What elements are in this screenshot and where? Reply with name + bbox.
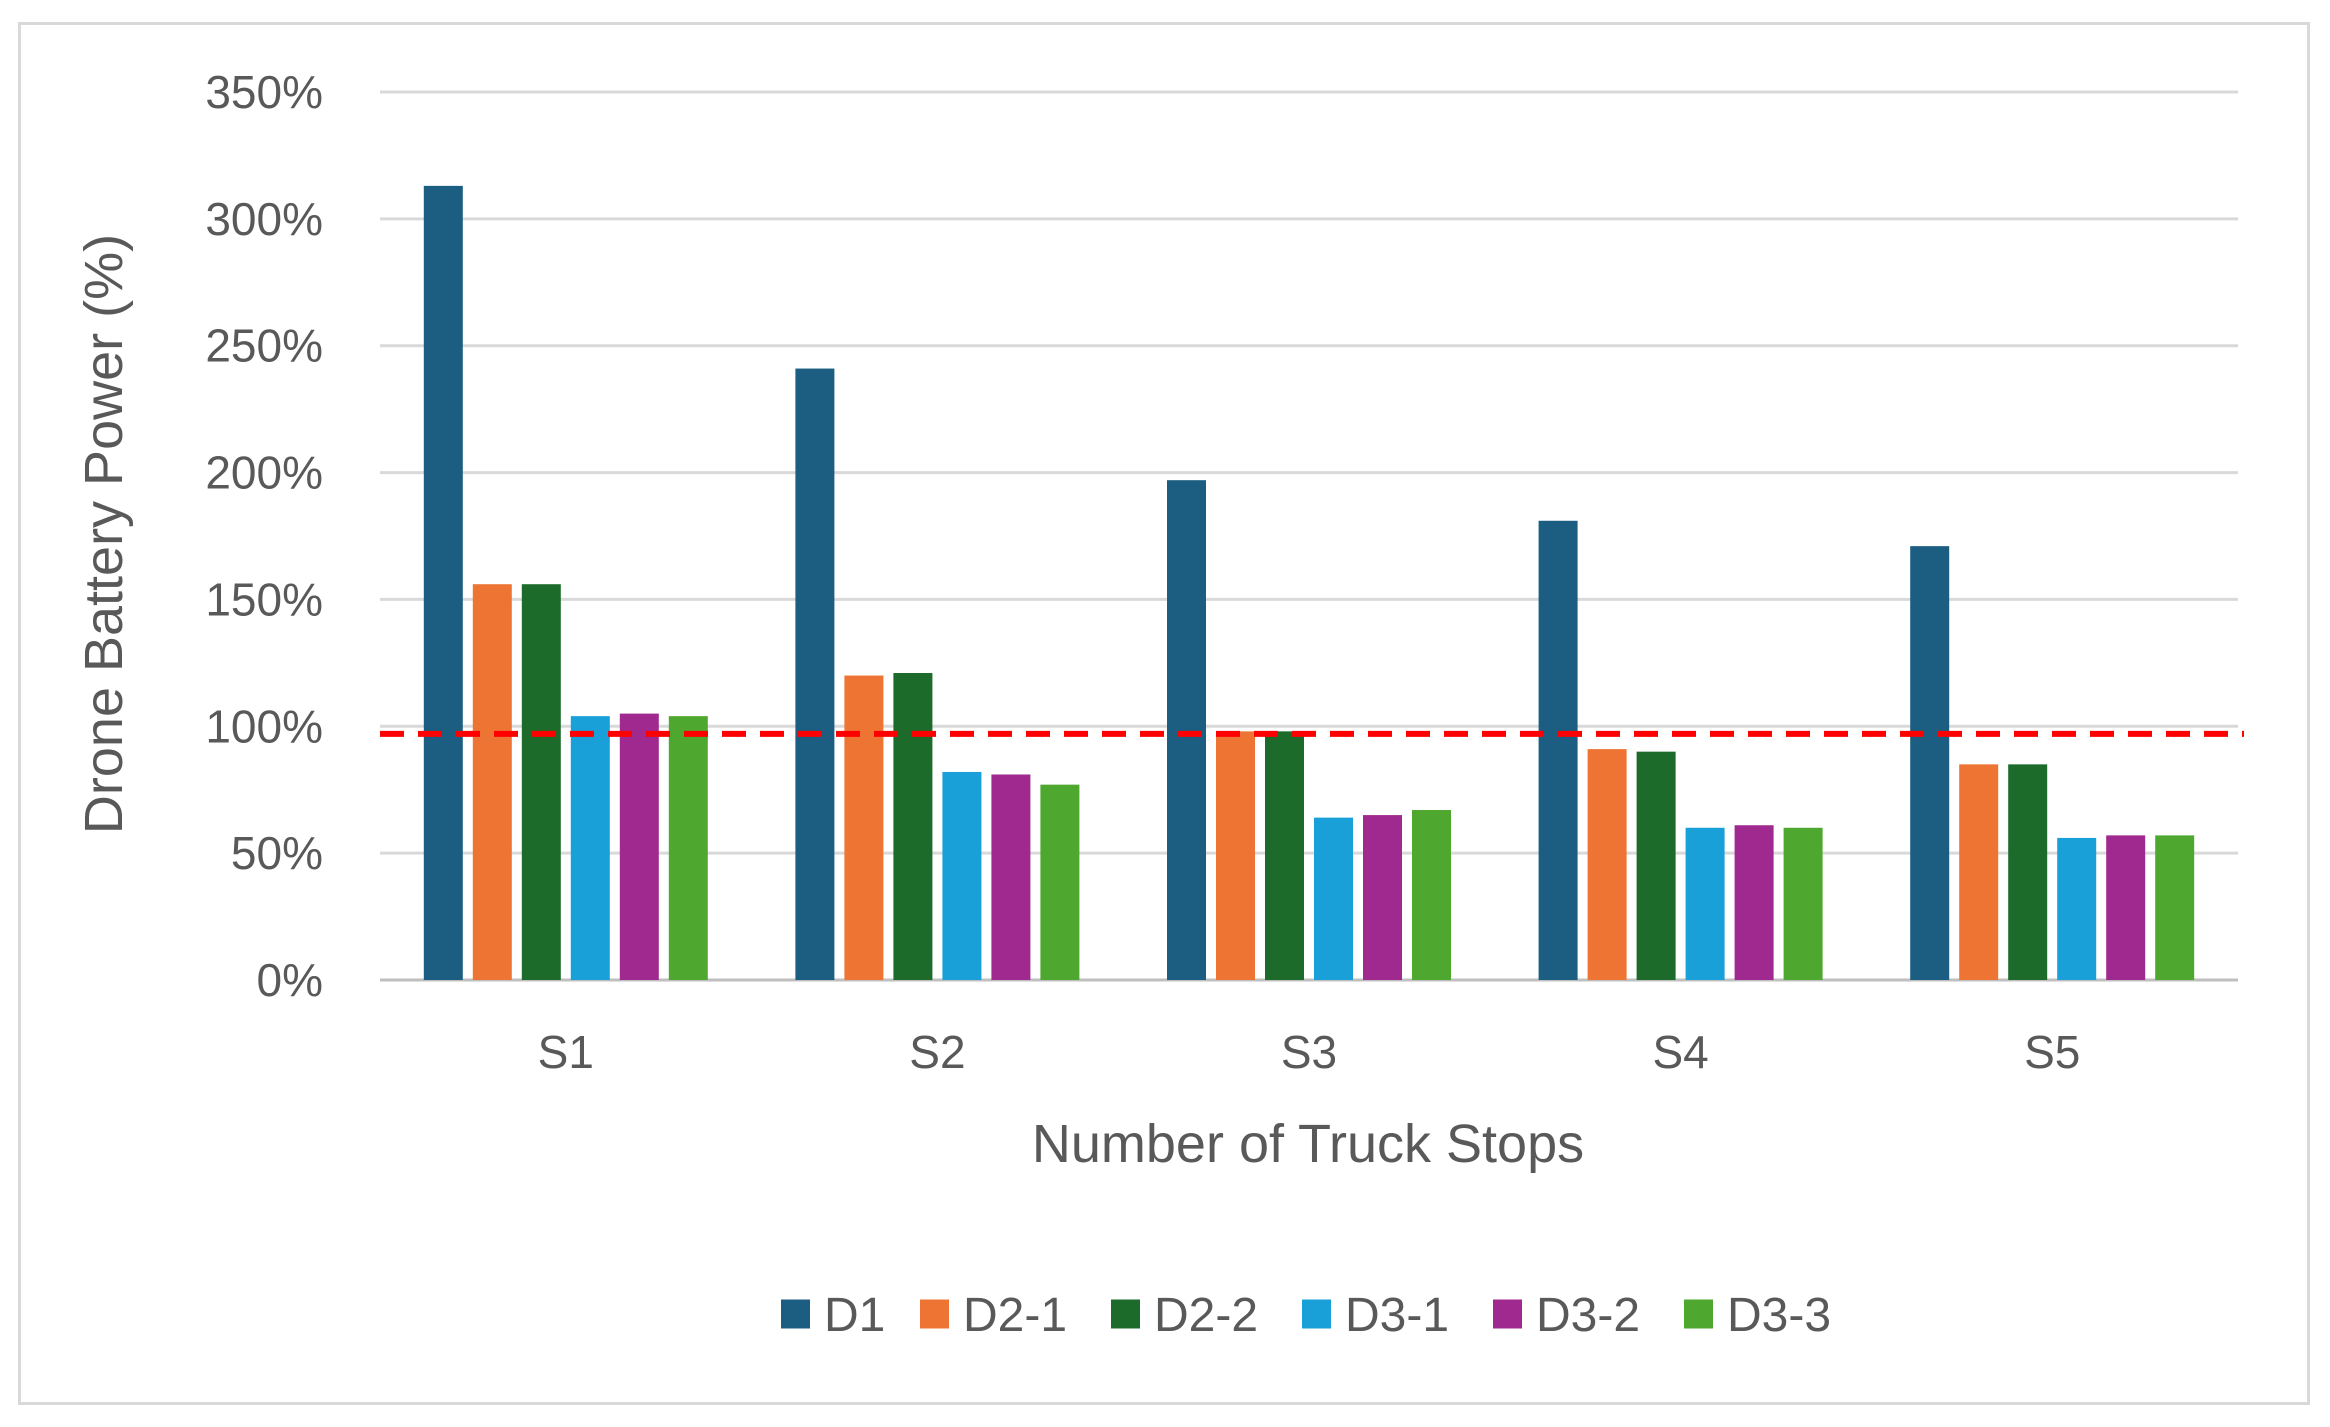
bar-d3-1-s5 bbox=[2057, 837, 2097, 980]
legend-label: D3-2 bbox=[1536, 1289, 1640, 1342]
legend-swatch bbox=[1111, 1299, 1140, 1329]
legend-swatch bbox=[920, 1299, 949, 1329]
legend-label: D3-1 bbox=[1345, 1289, 1449, 1342]
legend: D1 D2-1 D2-2 D3-1 D3-2 D3-3 bbox=[781, 1289, 1831, 1342]
x-tick-label: S1 bbox=[538, 1026, 594, 1078]
bar-d3-2-s2 bbox=[991, 774, 1031, 980]
y-tick-label: 150% bbox=[205, 573, 323, 625]
x-tick-label: S4 bbox=[1652, 1026, 1708, 1078]
y-tick-label: 250% bbox=[205, 320, 323, 372]
bar-d3-2-s5 bbox=[2106, 835, 2146, 980]
legend-swatch bbox=[1493, 1299, 1522, 1329]
bar-d2-2-s5 bbox=[2008, 764, 2048, 980]
bar-d2-1-s2 bbox=[844, 675, 884, 980]
bar-d3-1-s1 bbox=[570, 716, 610, 980]
bar-d3-2-s1 bbox=[619, 713, 659, 980]
bar-d3-3-s5 bbox=[2155, 835, 2195, 980]
legend-swatch bbox=[1684, 1299, 1713, 1329]
y-axis-title: Drone Battery Power (%) bbox=[74, 234, 134, 834]
y-tick-label: 100% bbox=[205, 700, 323, 752]
bar-d2-1-s1 bbox=[472, 584, 512, 980]
bar-d2-2-s3 bbox=[1265, 731, 1304, 980]
bar-d3-1-s2 bbox=[942, 771, 982, 980]
bar-d2-1-s5 bbox=[1959, 764, 1999, 980]
bar-d3-2-s3 bbox=[1363, 815, 1402, 980]
bar-d3-3-s4 bbox=[1783, 827, 1823, 980]
bar-d2-1-s3 bbox=[1216, 731, 1255, 980]
bar-d3-3-s2 bbox=[1040, 784, 1080, 980]
x-axis-title: Number of Truck Stops bbox=[1032, 1114, 1584, 1174]
y-tick-label: 300% bbox=[205, 193, 323, 245]
y-tick-label: 0% bbox=[257, 954, 323, 1006]
bar-d2-2-s4 bbox=[1636, 751, 1676, 980]
y-axis-ticks: 0% 50% 100% 150% 200% 250% 300% 350% bbox=[205, 66, 323, 1006]
x-tick-label: S2 bbox=[909, 1026, 965, 1078]
bar-d1-s1 bbox=[423, 185, 463, 981]
bar-d1-s5 bbox=[1910, 546, 1950, 980]
bar-d2-1-s4 bbox=[1587, 749, 1627, 980]
x-axis-ticks: S1 S2 S3 S4 S5 bbox=[538, 1026, 2081, 1078]
legend-label: D2-2 bbox=[1154, 1289, 1258, 1342]
bar-d1-s4 bbox=[1538, 520, 1578, 980]
legend-label: D3-3 bbox=[1727, 1289, 1831, 1342]
x-tick-label: S5 bbox=[2024, 1026, 2080, 1078]
bar-d3-1-s3 bbox=[1314, 817, 1353, 980]
bars bbox=[423, 185, 2195, 981]
bar-d2-2-s2 bbox=[893, 673, 933, 980]
legend-label: D2-1 bbox=[963, 1289, 1067, 1342]
x-tick-label: S3 bbox=[1281, 1026, 1337, 1078]
legend-swatch bbox=[1302, 1299, 1331, 1329]
legend-swatch bbox=[781, 1299, 810, 1329]
bar-d3-2-s4 bbox=[1734, 825, 1774, 980]
bar-d1-s3 bbox=[1167, 480, 1206, 980]
bar-d1-s2 bbox=[795, 368, 835, 980]
y-tick-label: 50% bbox=[231, 827, 323, 879]
bar-d3-3-s3 bbox=[1412, 810, 1451, 980]
bar-d3-3-s1 bbox=[668, 716, 708, 980]
y-tick-label: 350% bbox=[205, 66, 323, 118]
bar-d2-2-s1 bbox=[521, 584, 561, 980]
legend-label: D1 bbox=[824, 1289, 885, 1342]
bar-d3-1-s4 bbox=[1685, 827, 1725, 980]
y-tick-label: 200% bbox=[205, 447, 323, 499]
